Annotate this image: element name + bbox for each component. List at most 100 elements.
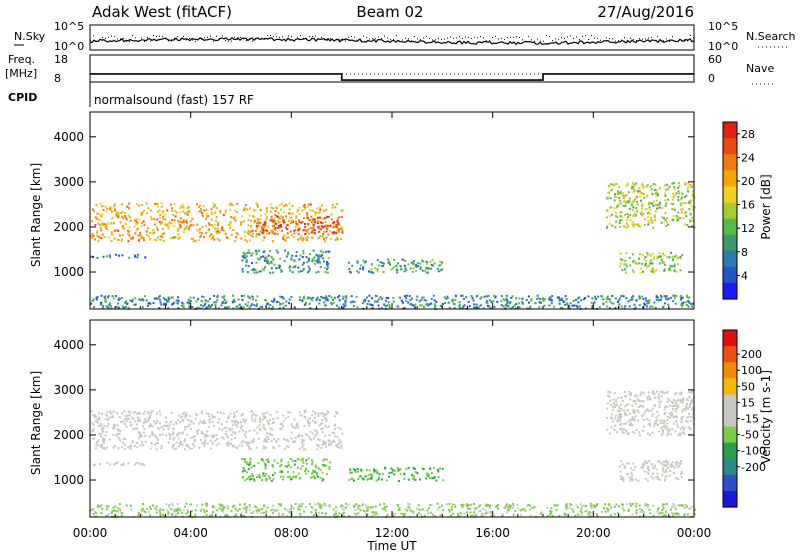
power-cell [446,296,449,299]
power-cell [247,229,250,232]
velocity-cell [672,512,675,515]
power-cell [254,209,257,212]
power-cell [158,209,161,212]
velocity-cell [497,507,499,510]
velocity-region-0 [90,410,344,451]
velocity-colorbar-label: Velocity [m s-1] [759,370,773,464]
power-cell [284,234,287,237]
power-cell [505,299,508,302]
velocity-cell [291,460,294,463]
power-cell [650,254,652,257]
velocity-cell [648,508,651,511]
velocity-cell [682,399,685,402]
power-cell [270,230,273,232]
power-cell [175,299,178,302]
velocity-cell [205,504,208,507]
velocity-cell [485,505,488,507]
velocity-cell [272,417,275,420]
velocity-cell [475,513,478,516]
velocity-cell [301,441,303,444]
power-cell [685,294,688,297]
power-cell [138,218,141,221]
velocity-cell [270,509,273,512]
power-cell [298,227,301,230]
power-cell [99,303,102,306]
nsearch-dot [561,37,562,39]
power-cell [272,271,275,274]
power-cell [256,227,259,230]
velocity-cell [266,420,269,423]
power-colorbar-label: Power [dB] [759,174,773,239]
power-cell [323,260,325,263]
power-cell [96,218,99,221]
power-cell [381,307,384,309]
power-cell [267,254,270,257]
power-cell [260,226,263,228]
velocity-cell [408,503,411,506]
velocity-cell [235,513,238,516]
velocity-cell [278,514,281,517]
power-cell [301,269,304,272]
nsearch-dot [348,36,349,38]
power-ytick-label: 4000 [53,130,84,144]
power-cell [655,298,658,301]
velocity-cell [664,405,667,408]
nsearch-dot [414,36,415,37]
power-cell [252,268,255,271]
power-cell [518,306,521,309]
velocity-cell [235,515,238,518]
power-cell [656,204,659,207]
nsearch-dot [255,38,256,40]
velocity-cell [301,457,304,460]
power-cell [277,264,280,267]
velocity-cell [149,514,152,517]
power-cell [392,300,395,303]
power-cell [423,305,425,308]
power-cell [166,300,169,303]
time-tick-label: 16:00 [475,526,510,540]
velocity-cell [404,508,407,511]
power-cell [148,302,151,304]
power-cell [174,236,177,239]
velocity-cell [644,410,647,413]
power-cell [121,254,124,257]
velocity-cell [639,508,641,510]
velocity-cell [462,503,465,506]
power-cell [386,304,388,307]
power-cell [370,307,373,310]
velocity-cell [294,459,297,462]
velocity-cell [279,504,282,507]
nsearch-dot [144,41,145,42]
velocity-cell [231,428,233,431]
velocity-cell [604,510,607,513]
velocity-cell [507,508,509,511]
velocity-cell [318,504,321,507]
velocity-cell [631,431,634,433]
power-cell [270,218,273,221]
velocity-ylabel: Slant Range [km] [29,371,43,475]
velocity-cell [332,439,335,442]
velocity-cell [127,410,130,413]
power-cell [626,183,629,186]
velocity-cell [251,473,254,476]
velocity-cell [255,509,258,512]
velocity-cell [431,513,434,516]
power-cell [95,297,98,300]
velocity-cell [674,430,677,433]
velocity-cell [97,505,100,508]
power-cell [425,271,428,274]
power-cell [280,225,283,228]
power-cell [302,250,305,253]
velocity-cell [373,511,376,514]
power-cell [318,230,321,233]
power-cell [637,191,639,194]
velocity-cell [209,515,212,517]
velocity-cell [614,424,617,427]
power-cell [648,221,651,224]
velocity-cell [653,392,656,395]
power-cell [624,263,627,266]
power-cell [692,208,695,211]
power-cell [280,202,283,205]
velocity-cell [159,512,162,515]
power-cell [277,301,280,304]
